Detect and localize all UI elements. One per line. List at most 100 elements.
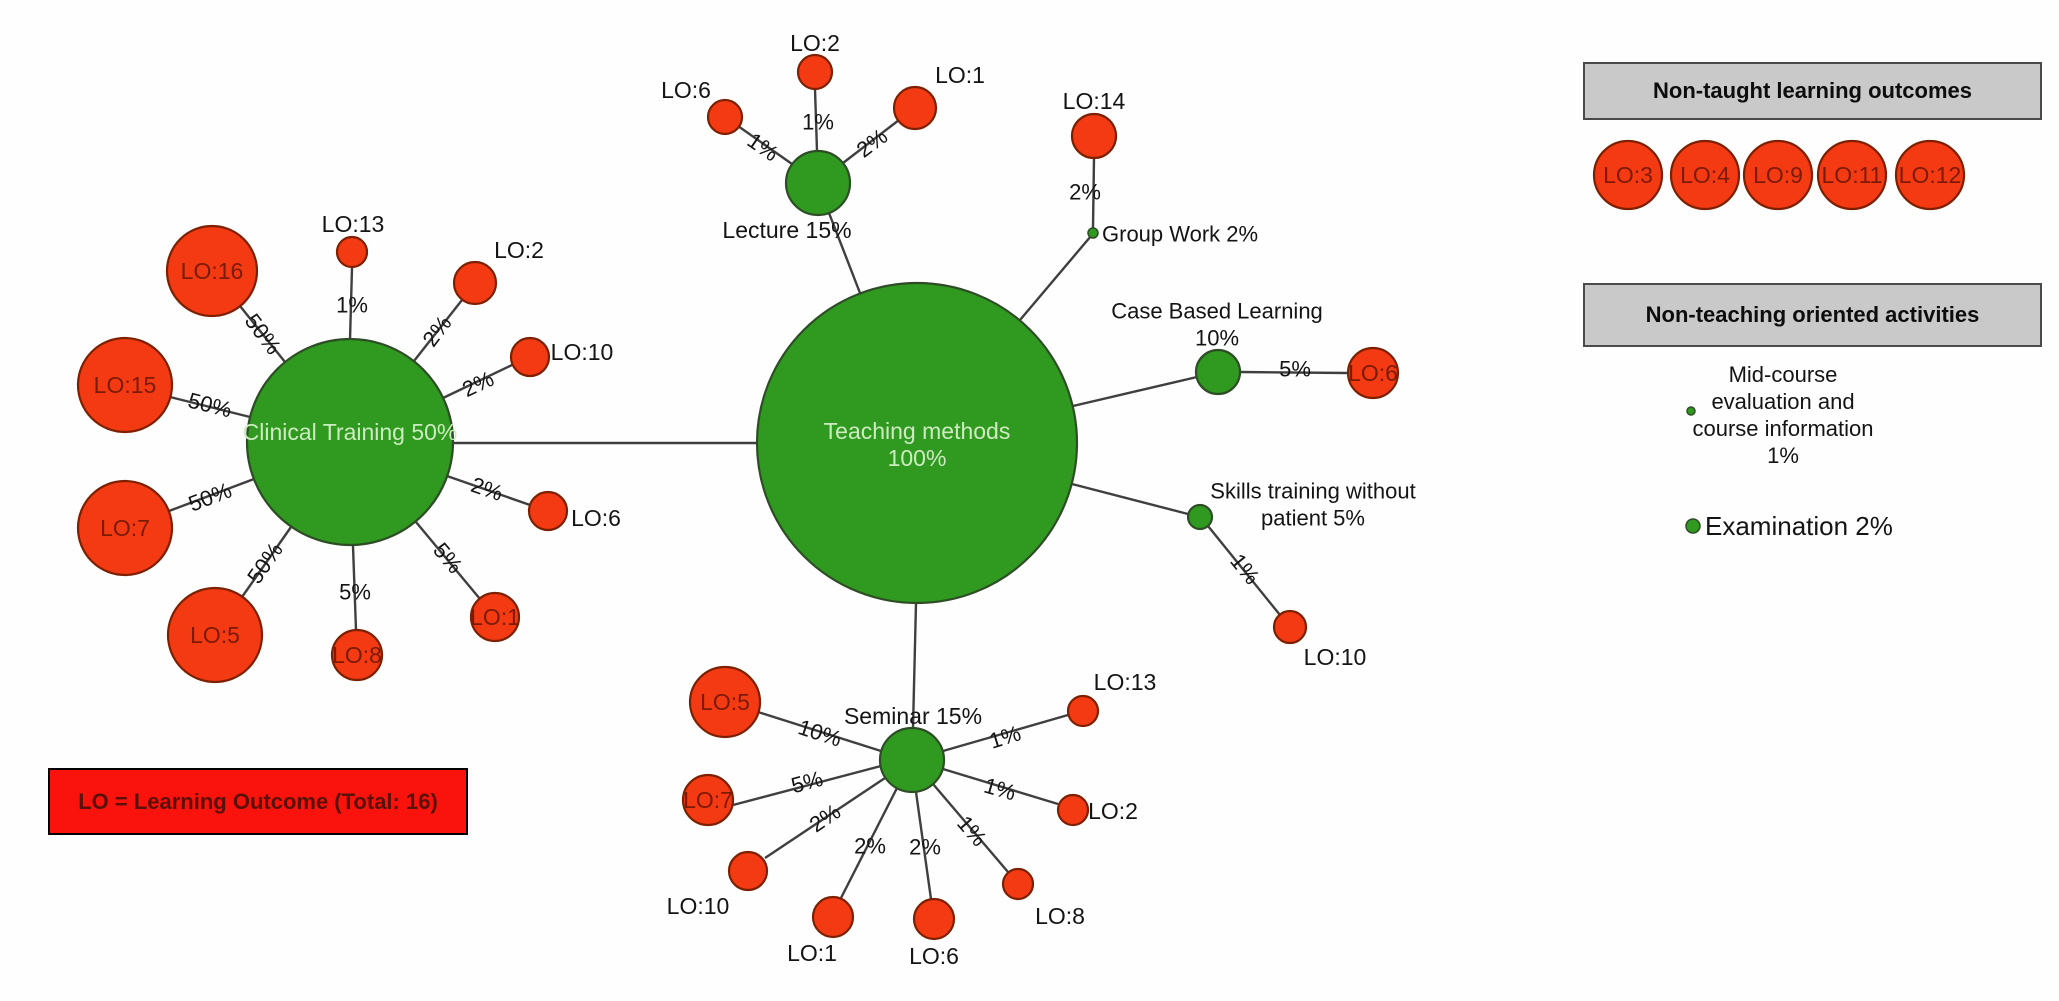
edge-seminar-lo13 (942, 713, 1069, 753)
edge-label-clinical-lo6: 2% (468, 472, 506, 506)
edge-label-clinical-lo15: 50% (186, 388, 235, 423)
node-midcourse-dot (1686, 406, 1696, 416)
label-seminar: Seminar 15% (844, 703, 982, 729)
edge-teaching-casebased (1072, 375, 1198, 408)
label-clinical-lo15: LO:15 (94, 372, 157, 398)
edge-label-seminar-lo7: 5% (788, 766, 825, 798)
node-groupwork-lo14 (1070, 112, 1118, 160)
edge-label-seminar-lo2: 1% (981, 773, 1018, 806)
node-seminar-lo7 (681, 773, 735, 827)
edge-teaching-lecture (827, 212, 862, 294)
edge-skills-lo10 (1207, 525, 1281, 616)
panel-header-non-teaching: Non-teaching oriented activities (1583, 283, 2042, 347)
edge-label-clinical-lo8: 5% (339, 580, 371, 605)
legend-box: LO = Learning Outcome (Total: 16) (48, 768, 468, 835)
label-panel-lo12: LO:12 (1899, 162, 1962, 188)
edge-seminar-lo6 (914, 791, 933, 900)
panel-header-non-teaching-label: Non-teaching oriented activities (1645, 302, 1980, 327)
edge-teaching-groupwork (1019, 235, 1092, 321)
node-lecture-lo1 (892, 85, 938, 131)
node-teaching-methods (755, 281, 1079, 605)
edge-casebased-lo6 (1239, 370, 1349, 375)
edge-label-seminar-lo5: 10% (795, 714, 845, 751)
node-lecture-lo6 (706, 98, 744, 136)
label-seminar-lo10: LO:10 (667, 893, 730, 919)
node-clinical-lo1 (469, 591, 521, 643)
label-clinical-lo8: LO:8 (332, 642, 382, 668)
edge-label-seminar-lo1: 2% (854, 834, 886, 859)
node-seminar-lo5 (688, 665, 762, 739)
edge-label-clinical-lo5: 50% (242, 538, 288, 588)
edge-label-clinical-lo13: 1% (336, 293, 368, 318)
edge-teaching-skills (1071, 482, 1189, 516)
edge-label-clinical-lo7: 50% (185, 477, 235, 516)
edge-seminar-lo2 (942, 767, 1059, 806)
edge-clinical-lo15 (169, 395, 251, 419)
examination-text: Examination 2% (1705, 510, 1893, 542)
panel-header-non-taught: Non-taught learning outcomes (1583, 62, 2042, 120)
node-panel-lo3 (1592, 139, 1664, 211)
label-skills-training-line1: Skills training without (1210, 479, 1415, 504)
edge-label-casebased-lo6: 5% (1279, 357, 1311, 382)
edge-seminar-lo10 (764, 777, 886, 859)
edge-lecture-lo1 (842, 119, 900, 164)
node-clinical-lo6 (527, 490, 569, 532)
node-clinical-lo5 (166, 586, 264, 684)
node-case-based-learning (1194, 348, 1242, 396)
node-clinical-lo16 (165, 224, 259, 318)
node-clinical-lo13 (335, 235, 369, 269)
label-seminar-lo8: LO:8 (1035, 903, 1085, 929)
edge-label-seminar-lo13: 1% (986, 720, 1024, 753)
label-clinical-lo16: LO:16 (181, 258, 244, 284)
midcourse-line-3: course information (1692, 416, 1874, 441)
edge-seminar-lo1 (839, 787, 899, 899)
label-case-based-learning-line2: 10% (1195, 326, 1239, 351)
node-group-work (1087, 227, 1099, 239)
label-clinical-lo13: LO:13 (322, 211, 385, 237)
node-seminar-lo13 (1066, 694, 1100, 728)
node-seminar-lo2 (1056, 793, 1090, 827)
edge-seminar-lo8 (932, 783, 1009, 873)
edge-label-clinical-lo2: 2% (417, 311, 456, 351)
label-casebased-lo6: LO:6 (1348, 360, 1398, 386)
edge-clinical-lo8 (351, 545, 358, 631)
panel-header-non-taught-label: Non-taught learning outcomes (1653, 78, 1972, 103)
label-seminar-lo13: LO:13 (1094, 669, 1157, 695)
node-seminar-lo8 (1001, 867, 1035, 901)
label-lecture-lo2: LO:2 (790, 30, 840, 56)
node-panel-lo11 (1816, 139, 1888, 211)
edge-groupwork-lo14 (1091, 157, 1096, 229)
edge-clinical-lo6 (446, 474, 531, 507)
node-lecture (784, 149, 852, 217)
edge-label-clinical-lo16: 50% (240, 309, 286, 359)
edge-clinical-lo13 (348, 267, 354, 341)
label-clinical-lo5: LO:5 (190, 622, 240, 648)
label-clinical-lo1: LO:1 (470, 604, 520, 630)
label-clinical-training: Clinical Training 50% (243, 419, 458, 445)
examination-label: Examination 2% (1705, 511, 1893, 541)
midcourse-line-4: 1% (1767, 443, 1799, 468)
edge-clinical-lo7 (168, 477, 255, 513)
label-teaching-methods-line1: Teaching methods (824, 418, 1011, 444)
node-clinical-lo2 (452, 260, 498, 306)
node-casebased-lo6 (1346, 346, 1400, 400)
label-teaching-methods-line2: 100% (888, 445, 947, 471)
label-case-based-learning-line1: Case Based Learning (1111, 299, 1323, 324)
midcourse-line-1: Mid-course (1728, 362, 1838, 387)
node-clinical-lo15 (76, 336, 174, 434)
edge-clinical-lo16 (239, 305, 286, 363)
edge-label-seminar-lo6: 2% (909, 835, 941, 860)
node-panel-lo12 (1894, 139, 1966, 211)
edge-clinical-lo10 (442, 363, 513, 400)
legend-label: LO = Learning Outcome (Total: 16) (78, 788, 438, 814)
node-seminar-lo1 (811, 895, 855, 939)
node-examination-dot (1685, 518, 1701, 534)
label-panel-lo3: LO:3 (1603, 162, 1653, 188)
node-clinical-lo8 (330, 628, 384, 682)
edge-clinical-lo2 (413, 299, 463, 362)
label-group-work: Group Work 2% (1102, 222, 1258, 247)
node-seminar-lo6 (912, 897, 956, 941)
label-panel-lo4: LO:4 (1680, 162, 1730, 188)
